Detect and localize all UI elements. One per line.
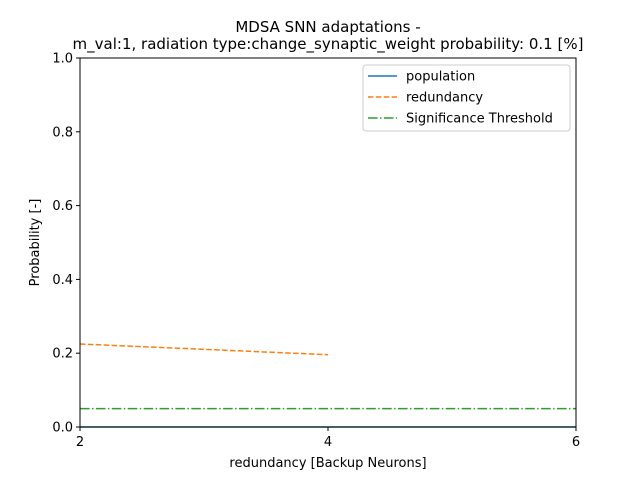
plot-frame [79, 57, 577, 428]
chart-title-line1: MDSA SNN adaptations - [235, 18, 420, 36]
legend: population redundancy Significance Thresho… [362, 64, 571, 132]
legend-box [362, 64, 571, 132]
legend-label-0: population [406, 70, 475, 85]
legend-label-2: Significance Threshold [406, 112, 553, 127]
x-tick-label: 4 [324, 435, 332, 450]
x-tick-label: 6 [572, 435, 580, 450]
y-tick-label: 1.0 [52, 52, 73, 67]
chart-title-line2: m_val:1, radiation type:change_synaptic_… [73, 35, 584, 54]
y-tick-label: 0.2 [52, 347, 73, 362]
x-tick-label: 2 [76, 435, 84, 450]
y-tick-label: 0.0 [52, 421, 73, 436]
series-line-1 [79, 343, 329, 356]
x-axis-label: redundancy [Backup Neurons] [229, 456, 426, 471]
y-axis-label: Probability [-] [28, 199, 43, 287]
y-tick-label: 0.4 [52, 273, 73, 288]
ticks-layer: 2 4 6 0.0 0.2 0.4 0.6 0.8 1.0 [52, 52, 580, 451]
y-tick-label: 0.8 [52, 125, 73, 140]
legend-label-1: redundancy [406, 91, 483, 106]
y-tick-label: 0.6 [52, 199, 73, 214]
